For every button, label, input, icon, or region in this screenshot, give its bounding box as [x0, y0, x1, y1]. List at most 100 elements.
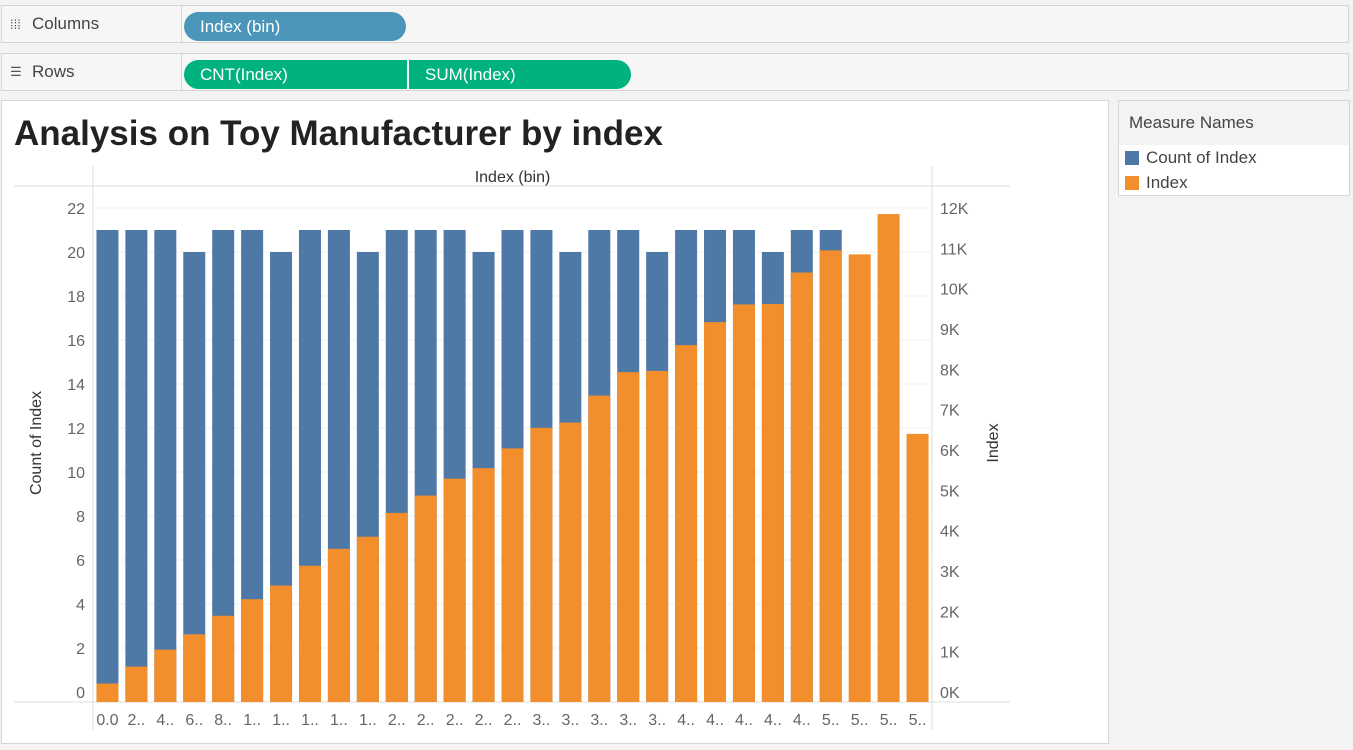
x-tick-label: 3..: [533, 712, 551, 729]
left-tick-label: 12: [67, 421, 85, 438]
bar-index: [241, 599, 264, 702]
chart-title: Analysis on Toy Manufacturer by index: [14, 114, 663, 153]
bar-index: [298, 565, 321, 702]
right-tick-label: 11K: [940, 241, 968, 258]
right-tick-label: 6K: [940, 443, 960, 460]
bar-index: [617, 372, 640, 702]
x-tick-label: 2..: [446, 712, 464, 729]
legend-title: Measure Names: [1119, 101, 1349, 145]
bar-index: [501, 448, 524, 702]
bar-index: [675, 345, 698, 702]
left-tick-label: 4: [76, 597, 85, 614]
x-tick-label: 1..: [272, 712, 290, 729]
right-axis-title: Index: [985, 423, 1002, 462]
legend-label-count: Count of Index: [1146, 147, 1257, 167]
left-tick-label: 20: [67, 245, 85, 262]
bar-index: [761, 303, 784, 702]
x-tick-label: 4..: [706, 712, 724, 729]
bar-count-of-index: [125, 230, 148, 702]
x-axis-header-label: Index (bin): [475, 169, 551, 186]
columns-label: Columns: [32, 14, 100, 33]
legend-item-index[interactable]: Index: [1119, 170, 1349, 195]
right-tick-label: 7K: [940, 403, 960, 420]
left-tick-label: 2: [76, 641, 85, 658]
right-tick-label: 9K: [940, 322, 960, 339]
x-tick-label: 3..: [619, 712, 637, 729]
right-tick-label: 5K: [940, 483, 960, 500]
cnt-index-pill[interactable]: CNT(Index): [184, 60, 407, 89]
right-tick-label: 10K: [940, 282, 969, 299]
bar-index: [96, 683, 119, 702]
bar-index: [212, 615, 235, 702]
right-tick-label: 1K: [940, 645, 960, 662]
right-tick-label: 12K: [940, 201, 969, 218]
index-bin-pill[interactable]: Index (bin): [184, 12, 406, 41]
x-tick-label: 2..: [475, 712, 493, 729]
bar-index: [125, 666, 148, 702]
right-tick-label: 0K: [940, 685, 960, 702]
x-tick-label: 5..: [880, 712, 898, 729]
rows-shelf-label: ☰ Rows: [2, 54, 182, 90]
x-tick-label: 8..: [214, 712, 232, 729]
bar-index: [183, 634, 206, 702]
x-tick-label: 5..: [909, 712, 927, 729]
bar-index: [819, 250, 842, 702]
bar-index: [270, 585, 293, 702]
left-tick-label: 10: [67, 465, 85, 482]
bar-index: [732, 304, 755, 702]
x-tick-label: 4..: [793, 712, 811, 729]
columns-shelf-label: ⁞⁞⁞ Columns: [2, 6, 182, 42]
bar-index: [790, 272, 813, 702]
bar-count-of-index: [96, 230, 119, 702]
x-tick-label: 2..: [417, 712, 435, 729]
x-tick-label: 4..: [156, 712, 174, 729]
right-tick-label: 8K: [940, 362, 960, 379]
x-tick-label: 1..: [301, 712, 319, 729]
bar-index: [530, 427, 553, 702]
legend-swatch-count: [1125, 150, 1139, 165]
bar-index: [385, 512, 408, 702]
bar-index: [443, 478, 466, 702]
right-tick-label: 4K: [940, 524, 960, 541]
bar-index: [327, 548, 350, 702]
x-tick-label: 5..: [822, 712, 840, 729]
bar-index: [848, 254, 871, 702]
x-tick-label: 4..: [735, 712, 753, 729]
x-tick-label: 2..: [504, 712, 522, 729]
x-tick-label: 3..: [561, 712, 579, 729]
left-tick-label: 0: [76, 685, 85, 702]
x-tick-label: 1..: [359, 712, 377, 729]
left-tick-label: 18: [67, 289, 85, 306]
bar-index: [906, 433, 929, 702]
bar-index: [414, 495, 437, 702]
x-tick-label: 1..: [243, 712, 261, 729]
x-tick-label: 3..: [648, 712, 666, 729]
legend-label-index: Index: [1146, 172, 1188, 192]
left-tick-label: 22: [67, 201, 85, 218]
x-tick-label: 4..: [764, 712, 782, 729]
cnt-index-pill-label: CNT(Index): [200, 64, 288, 84]
sum-index-pill-label: SUM(Index): [425, 64, 516, 84]
x-tick-label: 3..: [590, 712, 608, 729]
legend-item-count[interactable]: Count of Index: [1119, 145, 1349, 170]
legend-panel: Measure Names Count of Index Index: [1118, 100, 1350, 196]
bar-index: [356, 536, 379, 702]
left-tick-label: 8: [76, 509, 85, 526]
bar-count-of-index: [154, 230, 177, 702]
bar-index: [472, 468, 495, 702]
bar-count-of-index: [241, 230, 264, 702]
x-tick-label: 2..: [127, 712, 145, 729]
x-tick-label: 5..: [851, 712, 869, 729]
x-tick-label: 6..: [185, 712, 203, 729]
left-tick-label: 6: [76, 553, 85, 570]
left-tick-label: 16: [67, 333, 85, 350]
x-tick-label: 1..: [330, 712, 348, 729]
bar-count-of-index: [212, 230, 235, 702]
bar-index: [154, 649, 177, 702]
legend-swatch-index: [1125, 175, 1139, 190]
bar-index: [877, 214, 900, 703]
sum-index-pill[interactable]: SUM(Index): [409, 60, 631, 89]
bar-index: [588, 395, 611, 702]
x-tick-label: 0.0: [96, 712, 118, 729]
